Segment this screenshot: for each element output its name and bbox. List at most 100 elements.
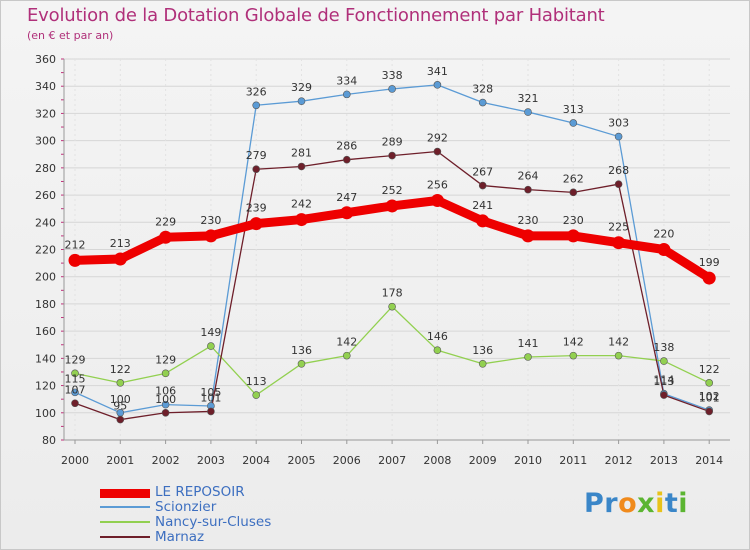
x-tick-label: 2014 [695,454,723,467]
data-point [249,217,263,231]
data-point [702,271,716,285]
data-point [116,379,125,387]
data-point [660,391,668,399]
data-point [705,407,714,416]
data-label: 230 [563,214,584,227]
data-point [433,147,442,156]
data-label: 241 [472,199,493,212]
data-point [71,369,79,378]
data-label: 149 [200,326,221,339]
data-point [71,399,79,408]
x-tick-label: 2008 [423,454,451,467]
data-label: 107 [65,383,86,396]
data-label: 286 [336,140,357,153]
data-label: 100 [110,393,131,406]
data-point [116,415,125,424]
x-tick-label: 2004 [242,454,270,467]
data-point [342,155,351,164]
legend-item-nancy-sur-cluses: Nancy-sur-Cluses [100,514,360,530]
data-label: 289 [382,136,403,149]
data-label: 242 [291,198,312,211]
chart-subtitle: (en € et par an) [27,29,114,42]
data-label: 129 [155,353,176,366]
x-tick-label: 2007 [378,454,406,467]
data-point [207,407,215,416]
data-point [524,353,532,361]
data-point [612,236,626,250]
x-tick-label: 2001 [106,454,134,467]
data-point [478,181,487,190]
data-label: 113 [653,375,674,388]
data-point [68,253,82,267]
y-tick-label: 180 [35,298,56,311]
y-tick-label: 280 [35,162,56,175]
data-label: 136 [291,344,312,357]
data-label: 178 [382,287,403,300]
legend-item-marnaz: Marnaz [100,529,360,545]
data-label: 264 [518,170,539,183]
data-label: 122 [699,363,720,376]
legend-label-nancy-sur-cluses: Nancy-sur-Cluses [155,514,272,530]
data-point [476,214,490,228]
y-tick-label: 320 [35,107,56,120]
data-label: 122 [110,363,131,376]
data-label: 199 [699,256,720,269]
data-point [705,379,714,387]
data-point [252,391,261,399]
data-label: 101 [200,391,221,404]
data-point [252,165,261,174]
data-label: 247 [336,191,357,204]
data-label: 102 [699,390,720,403]
legend-item-le-reposoir: LE REPOSOIR [100,484,360,500]
data-label: 268 [608,164,629,177]
y-tick-label: 80 [42,434,56,447]
data-label: 267 [472,166,493,179]
data-label: 326 [246,85,267,98]
data-label: 328 [472,83,493,96]
data-point [430,194,444,208]
data-label: 142 [563,336,584,349]
data-point [614,132,623,141]
data-point [295,213,308,227]
data-point [566,229,580,243]
data-point [161,369,170,378]
data-label: 213 [110,237,131,250]
y-tick-label: 200 [35,271,56,284]
data-label: 141 [518,337,539,350]
y-tick-label: 360 [35,53,56,66]
data-point [521,229,535,243]
data-point [388,302,396,311]
data-label: 230 [200,214,221,227]
x-tick-label: 2013 [650,454,678,467]
data-label: 239 [246,202,267,215]
data-point [433,81,442,89]
data-point [569,351,578,360]
data-point [524,185,532,194]
data-point [71,388,79,397]
data-label: 262 [563,172,584,185]
data-label: 279 [246,149,267,162]
data-point [614,351,623,360]
data-point [297,97,306,105]
data-point [569,188,578,197]
data-label: 313 [563,103,584,116]
data-label: 229 [155,215,176,228]
data-point [204,229,218,243]
data-point [113,252,127,266]
data-label: 106 [155,385,176,398]
data-point [614,180,623,188]
data-label: 334 [336,74,357,87]
data-point [524,108,532,116]
data-label: 113 [246,375,267,388]
data-label: 142 [336,336,357,349]
y-tick-label: 220 [35,244,56,257]
proxiti-logo: Proxiti [584,488,689,519]
data-point [342,90,351,99]
y-tick-label: 340 [35,80,56,93]
data-point [388,85,396,93]
data-point [388,151,396,160]
data-point [433,346,442,354]
data-point [385,199,399,213]
